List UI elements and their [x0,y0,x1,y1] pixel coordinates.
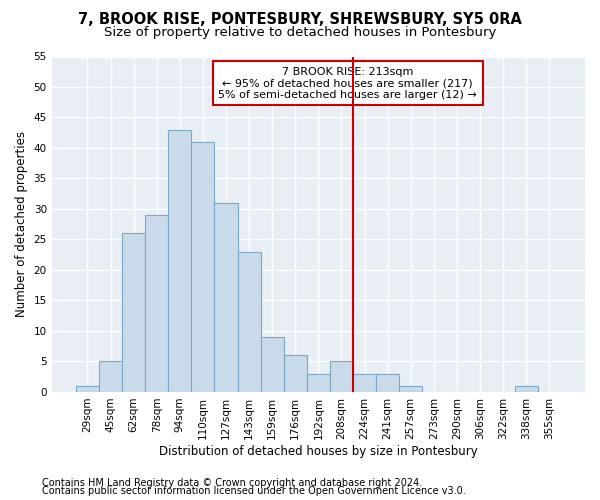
Bar [353,374,376,392]
Bar [191,142,214,392]
Bar [399,386,422,392]
Bar [214,203,238,392]
Bar [260,337,284,392]
Text: Contains public sector information licensed under the Open Government Licence v3: Contains public sector information licen… [42,486,466,496]
Bar [99,362,122,392]
Bar [145,215,168,392]
Bar [122,234,145,392]
Bar [376,374,399,392]
Text: Contains HM Land Registry data © Crown copyright and database right 2024.: Contains HM Land Registry data © Crown c… [42,478,422,488]
Bar [238,252,260,392]
Bar [330,362,353,392]
X-axis label: Distribution of detached houses by size in Pontesbury: Distribution of detached houses by size … [159,444,478,458]
Bar [168,130,191,392]
Bar [284,356,307,392]
Text: 7, BROOK RISE, PONTESBURY, SHREWSBURY, SY5 0RA: 7, BROOK RISE, PONTESBURY, SHREWSBURY, S… [78,12,522,28]
Text: Size of property relative to detached houses in Pontesbury: Size of property relative to detached ho… [104,26,496,39]
Bar [307,374,330,392]
Text: 7 BROOK RISE: 213sqm
← 95% of detached houses are smaller (217)
5% of semi-detac: 7 BROOK RISE: 213sqm ← 95% of detached h… [218,66,477,100]
Bar [76,386,99,392]
Bar [515,386,538,392]
Y-axis label: Number of detached properties: Number of detached properties [15,131,28,317]
